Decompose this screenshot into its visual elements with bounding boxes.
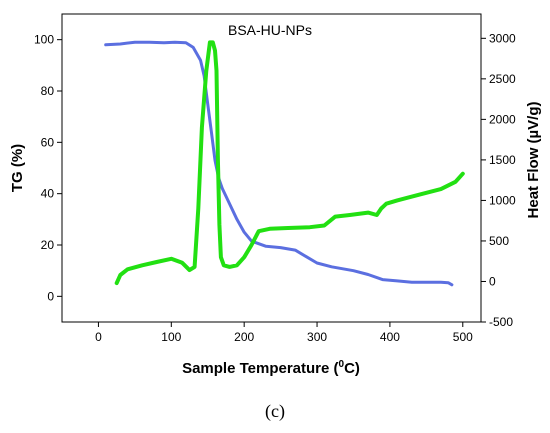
x-axis-title: Sample Temperature (0C) [182, 359, 360, 377]
series-layer [104, 40, 465, 287]
y-tick-label: 60 [41, 135, 55, 149]
plot-area [61, 13, 482, 323]
heat-flow-series-line [114, 40, 465, 286]
x-axis-title-main: Sample Temperature ( [182, 360, 338, 377]
x-tick-label: 100 [161, 330, 181, 344]
x-axis-ticks: 0 100 200 300 400 500 [95, 322, 473, 344]
y-tick-label: 40 [41, 187, 55, 201]
plot-frame [61, 13, 482, 323]
y2-axis-ticks: -500 0 500 1000 1500 2000 2500 3000 [481, 31, 516, 329]
y-tick-label: 0 [47, 289, 54, 303]
y2-tick-label: 1500 [489, 153, 516, 167]
chart-title: BSA-HU-NPs [228, 22, 312, 38]
x-axis-title-superscript: 0 [339, 359, 345, 370]
tg-series-line [104, 40, 454, 287]
y2-tick-label: -500 [489, 315, 513, 329]
y2-tick-label: 0 [489, 274, 496, 288]
y2-axis-title: Heat Flow (µV/g) [525, 102, 542, 219]
y2-tick-label: 1000 [489, 193, 516, 207]
y-tick-label: 80 [41, 84, 55, 98]
y-tick-label: 20 [41, 238, 55, 252]
panel-label: (c) [265, 401, 285, 422]
y-axis-title: TG (%) [9, 144, 26, 192]
x-tick-label: 500 [453, 330, 473, 344]
x-tick-label: 0 [95, 330, 102, 344]
y2-tick-label: 500 [489, 234, 509, 248]
x-tick-label: 300 [307, 330, 327, 344]
y2-tick-label: 2000 [489, 112, 516, 126]
y-axis-ticks: 0 20 40 60 80 100 [34, 33, 62, 303]
y-tick-label: 100 [34, 33, 54, 47]
x-axis-title-end: C) [344, 360, 360, 377]
x-tick-label: 400 [380, 330, 400, 344]
x-tick-label: 200 [234, 330, 254, 344]
y2-tick-label: 3000 [489, 31, 516, 45]
y2-tick-label: 2500 [489, 72, 516, 86]
